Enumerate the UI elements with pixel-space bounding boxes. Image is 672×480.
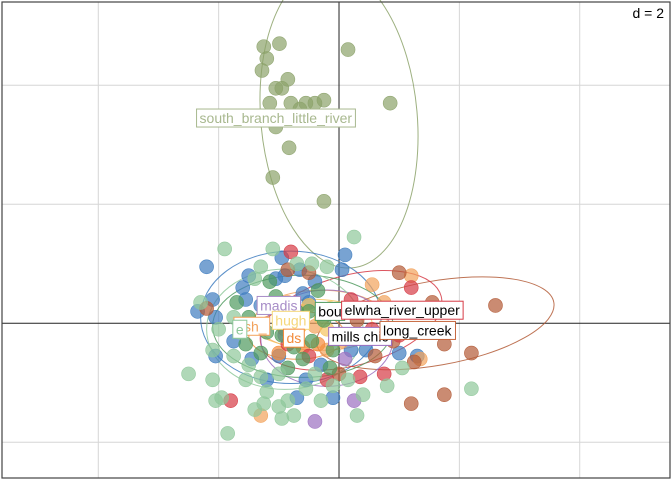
point-south-branch-little-river: [316, 194, 332, 209]
point-elwha: [247, 271, 263, 286]
point-elwha: [379, 378, 395, 394]
point-elwha: [325, 378, 341, 394]
group-label-box: [232, 319, 248, 339]
point-elwha: [349, 408, 365, 423]
point-elwha: [319, 259, 335, 275]
point-madis: [334, 262, 350, 278]
group-label: bou: [314, 301, 346, 321]
point-elwha: [205, 342, 220, 358]
point-elwha: [256, 396, 272, 411]
point-elwha: [238, 372, 254, 388]
scale-label: d = 2: [632, 5, 664, 21]
point-elwha: [274, 411, 290, 426]
point-elwha: [464, 381, 479, 397]
point-long-creek: [406, 354, 422, 370]
point-elwha: [205, 372, 220, 388]
point-elwha-river-upper: [283, 244, 299, 260]
group-label-box: [282, 328, 305, 348]
group-label-text: south_branch_little_river: [200, 110, 353, 126]
point-elwha: [286, 408, 302, 423]
group-label: hugh: [271, 310, 310, 330]
point-bou: [262, 274, 278, 289]
group-label: mills chic: [328, 326, 392, 346]
point-fish: [364, 277, 380, 292]
group-label-text: bou: [318, 303, 341, 319]
group-label-text: mills chic: [332, 328, 389, 344]
point-bou: [310, 283, 326, 298]
point-south-branch-little-river: [262, 95, 278, 111]
group-label-text: long_creek: [383, 322, 452, 338]
point-elwha: [217, 241, 232, 257]
point-long-creek: [464, 345, 479, 361]
point-long-creek: [367, 348, 383, 364]
point-elwha: [298, 381, 314, 397]
point-elwha: [253, 259, 269, 275]
point-elwha: [226, 348, 241, 364]
group-label-text: elwha_river_upper: [345, 302, 461, 318]
point-south-branch-little-river: [382, 95, 398, 111]
point-south-branch-little-river: [307, 95, 323, 111]
point-elwha: [265, 241, 281, 257]
group-label: ds: [282, 328, 305, 348]
point-elwha: [181, 366, 196, 382]
group-label: madis: [256, 295, 302, 315]
point-elwha: [304, 256, 320, 272]
point-elwha: [241, 357, 257, 373]
point-long-creek: [391, 265, 407, 281]
point-long-creek: [437, 387, 452, 403]
point-south-branch-little-river: [265, 170, 281, 185]
group-label-box: [196, 108, 356, 128]
point-madis: [337, 247, 353, 263]
point-elwha-river-upper: [403, 280, 419, 295]
point-bou: [304, 333, 320, 349]
group-label-box: [379, 320, 456, 340]
point-elwha: [193, 295, 208, 310]
point-bou: [229, 295, 245, 310]
group-label-text: hugh: [275, 312, 306, 328]
point-elwha: [346, 229, 362, 245]
point-south-branch-little-river: [254, 63, 270, 78]
point-mills-chic: [307, 414, 323, 429]
group-label-box: [341, 300, 464, 320]
point-bou: [295, 351, 311, 367]
point-mills-chic: [337, 351, 353, 367]
point-long-creek: [403, 396, 419, 411]
point-elwha-river-upper: [352, 369, 368, 385]
point-elwha: [289, 256, 305, 272]
point-madis: [391, 345, 407, 361]
point-south-branch-little-river: [281, 140, 297, 156]
point-elwha: [394, 360, 410, 376]
point-bou: [322, 360, 338, 376]
point-elwha: [253, 369, 269, 385]
point-elwha: [340, 372, 356, 388]
point-bou: [253, 345, 269, 361]
point-south-branch-little-river: [340, 42, 356, 57]
group-label: elwha_river_upper: [341, 300, 464, 320]
group-label-text: madis: [260, 297, 297, 313]
point-elwha: [220, 426, 235, 441]
point-ds: [271, 345, 287, 361]
point-elwha: [355, 387, 371, 403]
group-label-text: ds: [286, 330, 301, 346]
point-long-creek: [488, 298, 503, 313]
point-south-branch-little-river: [274, 80, 290, 96]
group-label: south_branch_little_river: [196, 108, 356, 128]
point-elwha: [307, 366, 323, 382]
group-label: e: [232, 319, 248, 339]
point-elwha: [211, 321, 226, 337]
group-label-text: e: [236, 321, 244, 337]
point-elwha: [271, 366, 287, 382]
point-south-branch-little-river: [272, 36, 287, 51]
point-elwha: [313, 393, 329, 408]
point-madis: [199, 259, 214, 275]
group-label: long_creek: [379, 320, 456, 340]
point-elwha: [208, 393, 223, 408]
point-madis: [235, 280, 251, 295]
